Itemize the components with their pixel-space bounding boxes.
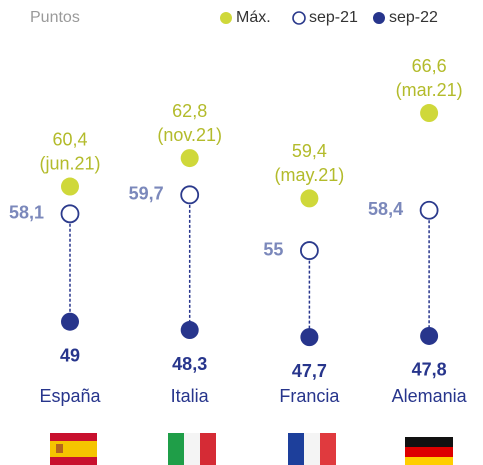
- sep22-label: 49: [60, 345, 80, 365]
- dot: [299, 241, 319, 260]
- flag-spain: [50, 433, 97, 465]
- sep21-label: 58,1: [9, 203, 44, 223]
- dot: [61, 312, 79, 331]
- legend-marker: [373, 12, 385, 24]
- max-label: 62,8: [172, 101, 207, 121]
- dot: [300, 189, 319, 208]
- legend-marker: [292, 11, 306, 25]
- legend-label: sep-21: [309, 9, 358, 26]
- legend-label: sep-22: [389, 9, 438, 26]
- max-label: 59,4: [292, 141, 327, 161]
- legend-marker: [220, 12, 232, 24]
- dot: [420, 326, 439, 345]
- flag-france: [288, 433, 336, 465]
- max-date: (mar.21): [396, 80, 463, 100]
- dot: [180, 321, 199, 340]
- max-date: (jun.21): [39, 153, 100, 173]
- dot: [61, 177, 79, 196]
- max-date: (may.21): [275, 165, 345, 185]
- country-label: Italia: [171, 386, 210, 406]
- flag-italy: [168, 433, 216, 465]
- country-label: Francia: [279, 386, 340, 406]
- sep21-label: 59,7: [129, 184, 164, 204]
- max-label: 66,6: [412, 56, 447, 76]
- dot: [300, 328, 319, 347]
- dot: [60, 204, 80, 224]
- country-label: España: [39, 386, 101, 406]
- max-date: (nov.21): [157, 125, 222, 145]
- sep22-label: 48,3: [172, 354, 207, 374]
- legend-label: Máx.: [236, 9, 271, 26]
- sep22-label: 47,8: [412, 360, 447, 380]
- sep21-label: 55: [263, 239, 283, 259]
- dot: [180, 185, 200, 205]
- unit-label: Puntos: [30, 9, 80, 26]
- dot: [419, 200, 439, 220]
- sep22-label: 47,7: [292, 361, 327, 381]
- flag-germany: [405, 437, 453, 465]
- country-label: Alemania: [392, 386, 468, 406]
- sep21-label: 58,4: [368, 199, 403, 219]
- dot: [420, 104, 439, 123]
- max-label: 60,4: [52, 129, 87, 149]
- dot: [180, 149, 199, 168]
